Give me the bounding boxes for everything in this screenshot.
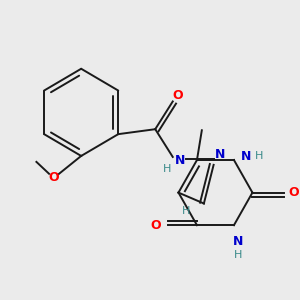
Text: N: N: [175, 154, 186, 167]
Text: O: O: [49, 171, 59, 184]
Text: H: H: [182, 206, 190, 216]
Text: N: N: [215, 148, 226, 161]
Text: H: H: [163, 164, 171, 174]
Text: N: N: [240, 149, 251, 163]
Text: O: O: [151, 219, 161, 232]
Text: N: N: [232, 235, 243, 248]
Text: H: H: [234, 250, 242, 260]
Text: H: H: [255, 151, 263, 161]
Text: O: O: [288, 186, 298, 199]
Text: O: O: [172, 89, 183, 102]
